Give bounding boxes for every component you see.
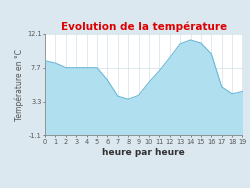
X-axis label: heure par heure: heure par heure [102, 148, 185, 157]
Y-axis label: Température en °C: Température en °C [14, 49, 24, 121]
Title: Evolution de la température: Evolution de la température [61, 21, 227, 32]
